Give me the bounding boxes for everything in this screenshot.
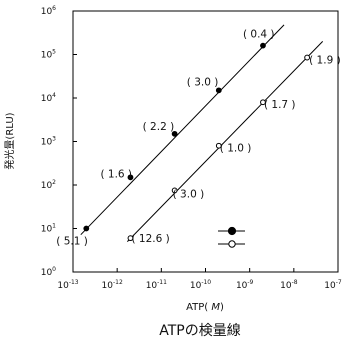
series-2-point [127, 235, 134, 242]
series-2-cv-label: ( 1.7 ) [264, 99, 296, 111]
series-1-fit-line [80, 24, 285, 236]
x-axis-title: ATP( M) [186, 302, 224, 313]
y-axis-title: 発光量(RLU) [3, 112, 16, 169]
series-1-point [260, 42, 266, 49]
series-2-fit-line [126, 41, 324, 242]
x-tick-label: 10-9 [236, 279, 254, 291]
series-1-point [127, 174, 134, 181]
x-tick-label: 10-10 [190, 279, 211, 291]
y-tick-label: 103 [41, 136, 56, 148]
series-2-point [171, 187, 178, 194]
x-tick-label: 10-12 [102, 279, 123, 291]
series-2-cv-label: ( 1.0 ) [220, 143, 252, 155]
x-tick-label: 10-7 [324, 279, 342, 291]
series-1-cv-label: ( 5.1 ) [56, 236, 88, 248]
series-2-cv-label: ( 3.0 ) [173, 188, 205, 200]
series-1-point [83, 225, 90, 232]
series-2-cv-label: ( 12.6 ) [131, 233, 169, 245]
series-1-point [171, 130, 178, 137]
legend-marker-2 [228, 240, 236, 248]
y-tick-label: 101 [41, 223, 56, 235]
series-2-point [260, 99, 266, 106]
y-tick-label: 105 [41, 49, 56, 61]
y-tick-label: 104 [41, 92, 56, 104]
x-tick-label: 10-8 [280, 279, 298, 291]
series-1-cv-label: ( 2.2 ) [143, 121, 175, 133]
x-tick-label: 10-11 [146, 279, 167, 291]
chart-title: ATPの検量線 [159, 323, 240, 339]
series-2-point [215, 142, 222, 149]
series-2-point [304, 54, 311, 61]
plot-frame [72, 10, 339, 273]
series-1-cv-label: ( 1.6 ) [100, 168, 132, 180]
x-tick-label: 10-13 [57, 279, 78, 291]
series-2-cv-label: ( 1.9 ) [309, 55, 341, 67]
legend-marker-1 [227, 226, 237, 236]
y-tick-label: 100 [41, 266, 56, 278]
series-1-cv-label: ( 0.4 ) [243, 29, 275, 41]
series-1-point [215, 87, 222, 94]
y-tick-label: 102 [41, 179, 56, 191]
series-1-cv-label: ( 3.0 ) [187, 76, 219, 88]
y-tick-label: 106 [41, 5, 56, 17]
